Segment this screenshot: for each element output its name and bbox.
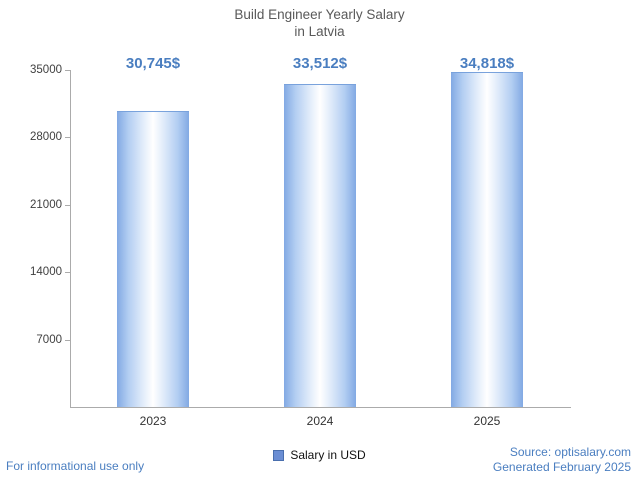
bar-2023 xyxy=(117,111,189,407)
y-axis-tick-mark xyxy=(65,205,70,206)
value-label-2025: 34,818$ xyxy=(459,55,515,72)
value-label-2024: 33,512$ xyxy=(292,55,348,72)
y-axis-tick-label-35000: 35000 xyxy=(30,64,62,76)
bar-2024 xyxy=(284,84,356,407)
y-axis-tick-mark xyxy=(65,272,70,273)
plot-area xyxy=(70,70,571,408)
y-axis-tick-label-14000: 14000 xyxy=(30,266,62,279)
x-axis-label-2023: 2023 xyxy=(139,414,167,428)
disclaimer-text: For informational use only xyxy=(6,459,145,473)
value-label-2023: 30,745$ xyxy=(125,55,181,72)
generated-date: Generated February 2025 xyxy=(492,460,631,474)
chart-title-line2: in Latvia xyxy=(294,24,345,39)
bar-2025 xyxy=(451,72,523,407)
source-link[interactable]: Source: optisalary.com xyxy=(509,445,631,459)
y-axis-tick-label-28000: 28000 xyxy=(30,131,62,144)
y-axis-tick-mark xyxy=(65,340,70,341)
x-axis-label-2024: 2024 xyxy=(306,414,334,428)
source-block: Source: optisalary.com Generated Februar… xyxy=(493,445,631,475)
chart-title-line1: Build Engineer Yearly Salary xyxy=(234,7,405,22)
y-axis-tick-mark xyxy=(65,137,70,138)
y-axis-tick-label-21000: 21000 xyxy=(30,198,62,211)
legend: Salary in USD xyxy=(0,448,639,462)
y-axis-tick-mark xyxy=(65,70,70,71)
y-axis-tick-label-7000: 7000 xyxy=(36,333,62,346)
x-axis-label-2025: 2025 xyxy=(473,414,501,428)
chart-title: Build Engineer Yearly Salary in Latvia xyxy=(0,6,639,40)
legend-marker-icon xyxy=(273,449,285,461)
legend-label: Salary in USD xyxy=(290,448,366,462)
